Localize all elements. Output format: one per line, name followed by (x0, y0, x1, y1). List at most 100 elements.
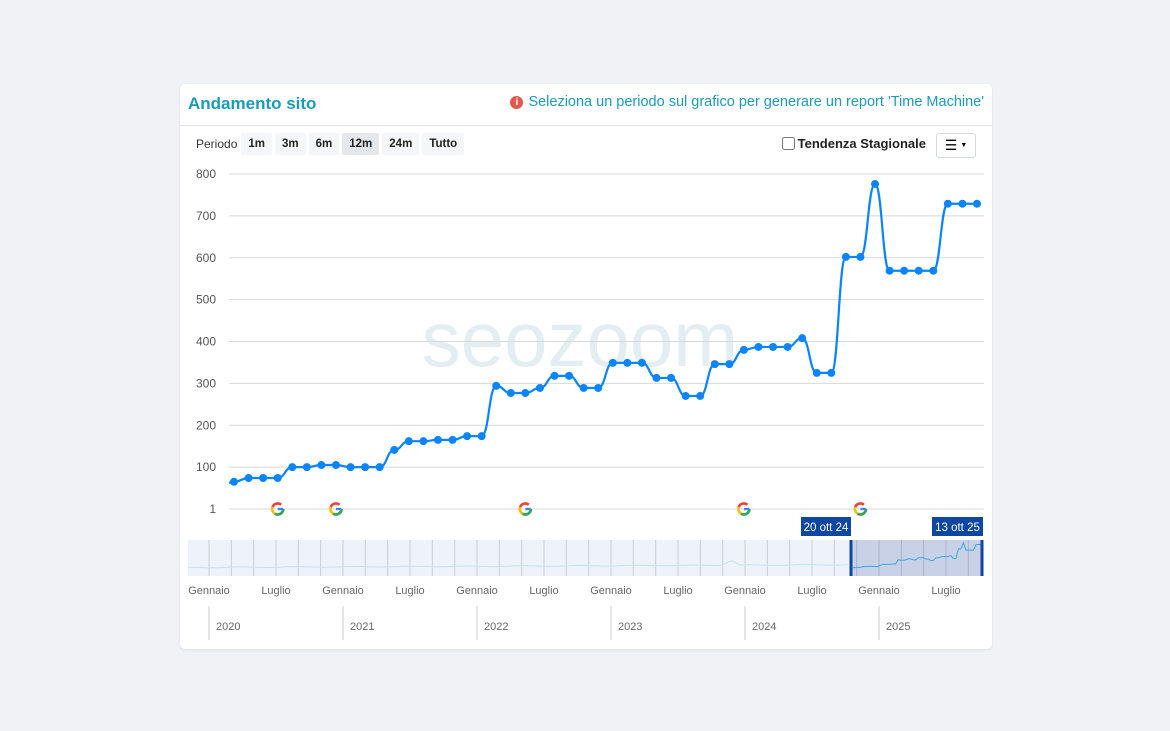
data-point[interactable] (404, 437, 413, 446)
navigator-year-label: 2025 (886, 621, 910, 633)
navigator-month-label: Gennaio (724, 585, 766, 597)
range-start-label: 20 ott 24 (804, 522, 849, 534)
google-update-icon[interactable] (737, 502, 751, 516)
data-point[interactable] (929, 266, 938, 275)
data-point[interactable] (331, 461, 340, 470)
period-3m-button[interactable]: 3m (275, 133, 306, 155)
data-point[interactable] (244, 474, 253, 483)
data-point[interactable] (710, 360, 719, 369)
navigator-month-label: Gennaio (456, 585, 498, 597)
data-point[interactable] (973, 199, 981, 208)
navigator-year-label: 2024 (752, 621, 776, 633)
data-point[interactable] (506, 389, 515, 398)
data-point[interactable] (696, 391, 705, 400)
data-point[interactable] (463, 432, 472, 441)
data-point[interactable] (230, 477, 238, 486)
data-point[interactable] (594, 383, 603, 392)
period-24m-button[interactable]: 24m (382, 133, 420, 155)
data-point[interactable] (419, 437, 428, 446)
navigator-month-label: Luglio (931, 585, 960, 597)
navigator-month-label: Luglio (261, 585, 290, 597)
data-point[interactable] (637, 358, 646, 367)
google-update-icon[interactable] (853, 502, 868, 516)
data-point[interactable] (900, 266, 909, 275)
navigator-month-label: Luglio (529, 585, 558, 597)
data-point[interactable] (652, 373, 661, 382)
data-point[interactable] (448, 435, 457, 444)
navigator-selected-line (852, 541, 981, 569)
data-point[interactable] (535, 383, 544, 392)
data-point[interactable] (550, 371, 559, 380)
data-point[interactable] (521, 389, 530, 398)
data-point[interactable] (667, 373, 676, 382)
chart-menu-button[interactable]: ☰ ▼ (936, 133, 976, 158)
navigator-end-handle[interactable] (980, 540, 984, 576)
data-point[interactable] (754, 342, 763, 351)
google-update-icon[interactable] (518, 502, 533, 516)
y-tick-label: 600 (196, 251, 216, 265)
data-point[interactable] (798, 334, 807, 343)
navigator-month-label: Gennaio (188, 585, 230, 597)
data-point[interactable] (623, 358, 632, 367)
data-point[interactable] (608, 358, 617, 367)
data-point[interactable] (958, 199, 967, 208)
navigator-start-handle[interactable] (849, 540, 853, 576)
navigator-month-label: Gennaio (590, 585, 632, 597)
data-point[interactable] (288, 463, 297, 472)
navigator-year-label: 2020 (216, 621, 240, 633)
navigator-month-label: Gennaio (322, 585, 364, 597)
period-6m-button[interactable]: 6m (308, 133, 340, 155)
navigator-year-label: 2022 (484, 621, 508, 633)
data-point[interactable] (739, 345, 748, 354)
data-point[interactable] (433, 435, 442, 444)
period-selector: Periodo 1m 3m 6m 12m 24m Tutto (196, 133, 467, 155)
data-point[interactable] (361, 463, 370, 472)
navigator-selection[interactable] (851, 540, 983, 576)
y-tick-label: 200 (196, 418, 216, 432)
info-icon: i (510, 95, 524, 109)
data-point[interactable] (856, 252, 865, 261)
notice-text: Seleziona un periodo sul grafico per gen… (528, 94, 984, 110)
navigator-month-label: Luglio (663, 585, 692, 597)
data-point[interactable] (885, 266, 894, 275)
seasonal-trend-checkbox[interactable] (781, 137, 795, 150)
data-point[interactable] (841, 252, 850, 261)
data-point[interactable] (390, 445, 399, 454)
data-point[interactable] (914, 266, 923, 275)
data-point[interactable] (346, 463, 355, 472)
data-point[interactable] (579, 383, 588, 392)
data-point[interactable] (871, 180, 880, 189)
data-point[interactable] (812, 368, 821, 377)
y-tick-label: 1 (209, 502, 216, 516)
seasonal-trend-toggle[interactable]: Tendenza Stagionale (781, 136, 926, 151)
data-point[interactable] (565, 371, 574, 380)
data-point[interactable] (725, 360, 734, 369)
data-point[interactable] (769, 342, 778, 351)
google-update-icon[interactable] (270, 502, 285, 516)
card-header: Andamento sito i Seleziona un periodo sul… (180, 84, 992, 126)
y-tick-label: 800 (196, 167, 216, 181)
data-point[interactable] (943, 199, 952, 208)
period-label: Periodo (196, 137, 238, 151)
period-all-button[interactable]: Tutto (422, 133, 465, 155)
data-point[interactable] (259, 474, 268, 483)
data-point[interactable] (783, 342, 792, 351)
data-point[interactable] (477, 432, 486, 441)
y-tick-label: 700 (196, 209, 216, 223)
navigator-month-label: Gennaio (858, 585, 900, 597)
y-tick-label: 300 (196, 376, 216, 390)
range-end-label-box (932, 517, 983, 536)
navigator-year-label: 2023 (618, 621, 642, 633)
range-end-label: 13 ott 25 (935, 522, 980, 534)
period-12m-button[interactable]: 12m (342, 133, 380, 155)
data-point[interactable] (827, 368, 836, 377)
period-1m-button[interactable]: 1m (241, 133, 272, 155)
data-point[interactable] (273, 474, 282, 483)
data-point[interactable] (681, 391, 690, 400)
data-point[interactable] (375, 463, 384, 472)
data-point[interactable] (492, 381, 501, 390)
data-point[interactable] (302, 463, 311, 472)
data-point[interactable] (317, 461, 326, 470)
google-update-icon[interactable] (329, 502, 343, 516)
